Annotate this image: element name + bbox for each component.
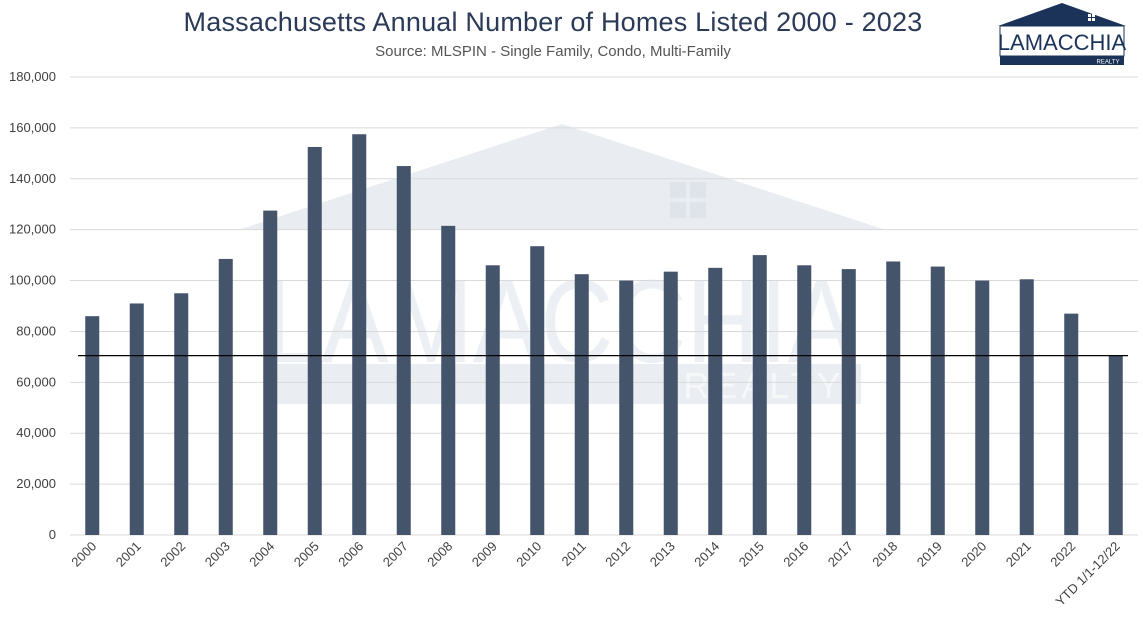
y-tick-label: 140,000 [9, 171, 56, 186]
x-axis-ticks: 2000 2001 2002 2003 2004 2005 2006 2007 2008 2009… [68, 539, 1123, 609]
x-tick-label: 2018 [869, 539, 900, 570]
y-tick-label: 40,000 [16, 425, 56, 440]
x-tick-label: 2001 [113, 539, 144, 570]
bar [841, 269, 856, 535]
bar [263, 210, 278, 536]
bar [218, 258, 233, 535]
x-tick-label: 2016 [780, 539, 811, 570]
x-tick-label: 2014 [691, 539, 722, 570]
gridlines [70, 76, 1138, 536]
x-tick-label: 2008 [424, 539, 455, 570]
bar [307, 146, 322, 535]
lamacchia-logo: LAMACCHIA REALTY [998, 3, 1127, 66]
y-tick-label: 100,000 [9, 273, 56, 288]
y-tick-label: 160,000 [9, 120, 56, 135]
bar [1019, 279, 1034, 535]
x-tick-label: 2015 [736, 539, 767, 570]
x-tick-label: 2020 [958, 539, 989, 570]
logo-tagline-text: REALTY [1097, 60, 1120, 66]
y-tick-label: 80,000 [16, 323, 56, 338]
x-tick-label: 2013 [647, 539, 678, 570]
bar [752, 255, 767, 535]
x-tick-label: 2002 [157, 539, 188, 570]
y-tick-label: 120,000 [9, 222, 56, 237]
x-tick-label: 2019 [914, 539, 945, 570]
y-axis-ticks: 0 20,000 40,000 60,000 80,000 100,000 120,000 1… [9, 69, 56, 542]
x-tick-label: 2022 [1047, 539, 1078, 570]
bar [1064, 313, 1079, 535]
bar [574, 274, 589, 535]
x-tick-label: 2011 [558, 539, 588, 569]
bar [396, 166, 411, 536]
bar [619, 280, 634, 535]
bars [85, 134, 1123, 536]
bar [530, 246, 545, 535]
bar [708, 267, 723, 535]
bar [886, 261, 901, 535]
bar [930, 266, 945, 535]
chart-subtitle: Source: MLSPIN - Single Family, Condo, M… [375, 43, 731, 60]
bar [85, 316, 100, 535]
x-tick-label: 2012 [602, 539, 633, 570]
chart-title: Massachusetts Annual Number of Homes Lis… [183, 7, 923, 37]
x-tick-label: 2003 [202, 539, 233, 570]
x-tick-label: 2010 [513, 539, 544, 570]
y-tick-label: 20,000 [16, 476, 56, 491]
x-tick-label: 2006 [335, 539, 366, 570]
x-tick-label: 2021 [1003, 539, 1034, 570]
bar [1108, 355, 1123, 535]
y-tick-label: 0 [49, 527, 56, 542]
watermark: LAMACCHIA REALTY [238, 124, 886, 406]
y-tick-label: 60,000 [16, 374, 56, 389]
bar [485, 265, 500, 535]
x-tick-label: 2007 [380, 539, 411, 570]
bar [441, 225, 456, 535]
bar [975, 280, 990, 535]
x-tick-label: 2000 [68, 539, 99, 570]
bar [352, 134, 367, 535]
logo-brand-text: LAMACCHIA [998, 30, 1127, 55]
x-tick-label: 2017 [825, 539, 856, 570]
x-tick-label: 2009 [469, 539, 500, 570]
bar [129, 303, 144, 535]
bar [663, 271, 678, 535]
y-tick-label: 180,000 [9, 69, 56, 84]
x-tick-label: 2005 [291, 539, 322, 570]
x-tick-label: 2004 [246, 539, 277, 570]
bar [797, 265, 812, 535]
bar [174, 293, 189, 535]
